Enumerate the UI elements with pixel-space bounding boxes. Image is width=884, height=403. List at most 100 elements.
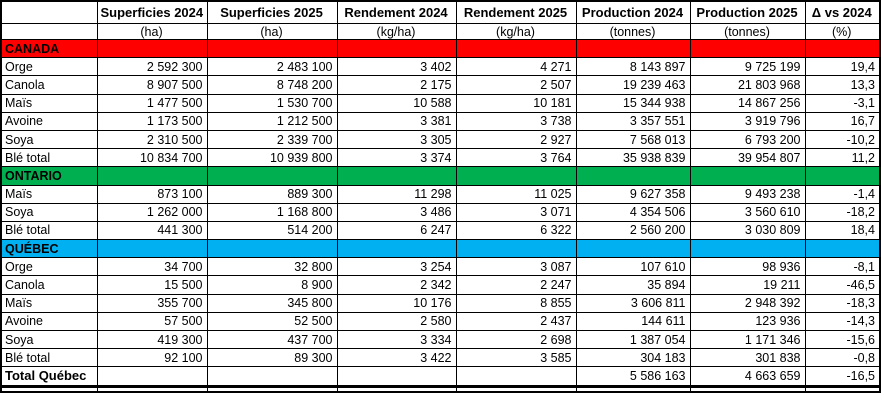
unit-kgha-2024[interactable]: (kg/ha) — [336, 23, 457, 40]
cell[interactable]: 89 300 — [206, 348, 338, 368]
cell[interactable]: 10 834 700 — [96, 148, 208, 168]
cell[interactable] — [206, 38, 338, 59]
header-superficies-2024[interactable]: Superficies 2024 — [96, 0, 208, 24]
cell[interactable] — [689, 38, 806, 59]
cell[interactable]: 4 271 — [455, 57, 577, 77]
cell[interactable]: 2 560 200 — [575, 220, 691, 241]
cell[interactable]: 1 212 500 — [206, 111, 338, 131]
cell[interactable]: 3 585 — [455, 348, 577, 368]
row-label[interactable]: Orge — [0, 57, 98, 77]
cell[interactable]: 1 530 700 — [206, 93, 338, 113]
cell[interactable]: 3 357 551 — [575, 111, 691, 131]
cell[interactable]: 3 087 — [455, 257, 577, 277]
total-label[interactable]: Total Québec — [0, 366, 98, 388]
cell[interactable]: 2 507 — [455, 75, 577, 95]
cell[interactable]: 9 493 238 — [689, 184, 806, 204]
cell[interactable] — [455, 366, 577, 388]
cell[interactable] — [804, 385, 881, 392]
cell[interactable]: 3 919 796 — [689, 111, 806, 131]
cell[interactable]: 39 954 807 — [689, 148, 806, 168]
cell[interactable]: -8,1 — [804, 257, 881, 277]
cell[interactable]: 3 560 610 — [689, 202, 806, 222]
cell[interactable]: 2 247 — [455, 275, 577, 295]
cell[interactable]: 345 800 — [206, 293, 338, 313]
cell[interactable] — [206, 239, 338, 259]
cell[interactable]: 32 800 — [206, 257, 338, 277]
cell[interactable]: 8 907 500 — [96, 75, 208, 95]
header-rendement-2025[interactable]: Rendement 2025 — [455, 0, 577, 24]
row-label[interactable]: Soya — [0, 329, 98, 350]
cell[interactable] — [336, 166, 457, 186]
cell[interactable]: 4 354 506 — [575, 202, 691, 222]
header-corner-cell[interactable] — [0, 0, 98, 24]
cell[interactable]: 441 300 — [96, 220, 208, 241]
cell[interactable]: -16,5 — [804, 366, 881, 388]
cell[interactable]: 1 168 800 — [206, 202, 338, 222]
cell[interactable]: -46,5 — [804, 275, 881, 295]
cell[interactable]: 3 030 809 — [689, 220, 806, 241]
cell[interactable]: 18,4 — [804, 220, 881, 241]
unit-percent[interactable]: (%) — [804, 23, 881, 40]
section-label-ontario[interactable]: ONTARIO — [0, 166, 98, 186]
cell[interactable] — [336, 385, 457, 392]
cell[interactable]: -10,2 — [804, 129, 881, 150]
cell[interactable]: 9 725 199 — [689, 57, 806, 77]
cell[interactable]: 873 100 — [96, 184, 208, 204]
cell[interactable] — [804, 166, 881, 186]
row-label[interactable]: Blé total — [0, 148, 98, 168]
cell[interactable]: 514 200 — [206, 220, 338, 241]
cell[interactable] — [96, 385, 208, 392]
row-label[interactable]: Maïs — [0, 293, 98, 313]
cell[interactable] — [575, 239, 691, 259]
cell[interactable] — [206, 166, 338, 186]
unit-ha-2024[interactable]: (ha) — [96, 23, 208, 40]
cell[interactable]: 2 698 — [455, 329, 577, 350]
cell[interactable] — [455, 38, 577, 59]
cell[interactable]: 11 025 — [455, 184, 577, 204]
cell[interactable]: 301 838 — [689, 348, 806, 368]
cell[interactable]: 3 422 — [336, 348, 457, 368]
row-label[interactable]: Avoine — [0, 311, 98, 332]
cell[interactable]: 16,7 — [804, 111, 881, 131]
unit-corner-cell[interactable] — [0, 23, 98, 40]
header-superficies-2025[interactable]: Superficies 2025 — [206, 0, 338, 24]
unit-kgha-2025[interactable]: (kg/ha) — [455, 23, 577, 40]
cell[interactable] — [0, 385, 98, 392]
cell[interactable]: 1 173 500 — [96, 111, 208, 131]
cell[interactable]: -3,1 — [804, 93, 881, 113]
row-label[interactable]: Soya — [0, 129, 98, 150]
cell[interactable] — [336, 366, 457, 388]
cell[interactable] — [575, 385, 691, 392]
cell[interactable]: 34 700 — [96, 257, 208, 277]
cell[interactable]: 5 586 163 — [575, 366, 691, 388]
cell[interactable]: 889 300 — [206, 184, 338, 204]
cell[interactable]: 2 592 300 — [96, 57, 208, 77]
cell[interactable]: 7 568 013 — [575, 129, 691, 150]
cell[interactable]: 19,4 — [804, 57, 881, 77]
cell[interactable]: 419 300 — [96, 329, 208, 350]
cell[interactable]: 437 700 — [206, 329, 338, 350]
header-production-2025[interactable]: Production 2025 — [689, 0, 806, 24]
cell[interactable]: 21 803 968 — [689, 75, 806, 95]
cell[interactable] — [206, 366, 338, 388]
cell[interactable]: 11 298 — [336, 184, 457, 204]
cell[interactable]: 6 322 — [455, 220, 577, 241]
cell[interactable]: 15 500 — [96, 275, 208, 295]
cell[interactable]: 2 310 500 — [96, 129, 208, 150]
cell[interactable]: 19 211 — [689, 275, 806, 295]
cell[interactable]: 13,3 — [804, 75, 881, 95]
cell[interactable] — [96, 366, 208, 388]
cell[interactable]: 10 181 — [455, 93, 577, 113]
cell[interactable]: 92 100 — [96, 348, 208, 368]
cell[interactable]: 3 606 811 — [575, 293, 691, 313]
cell[interactable]: 8 143 897 — [575, 57, 691, 77]
cell[interactable]: 304 183 — [575, 348, 691, 368]
cell[interactable] — [804, 38, 881, 59]
header-delta-vs-2024[interactable]: Δ vs 2024 — [804, 0, 881, 24]
cell[interactable] — [336, 38, 457, 59]
cell[interactable]: 2 437 — [455, 311, 577, 332]
section-label-quebec[interactable]: QUÉBEC — [0, 239, 98, 259]
cell[interactable]: -18,3 — [804, 293, 881, 313]
cell[interactable]: 3 071 — [455, 202, 577, 222]
cell[interactable]: 15 344 938 — [575, 93, 691, 113]
